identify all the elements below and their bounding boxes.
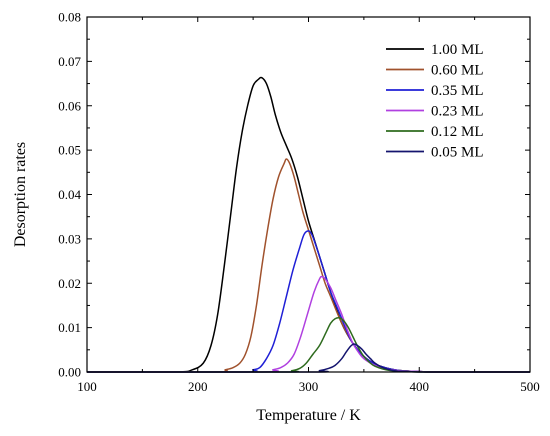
series-layer <box>87 76 530 373</box>
legend-label: 0.35 ML <box>431 83 484 99</box>
legend-label: 0.05 ML <box>431 145 484 161</box>
y-tick-label: 0.00 <box>58 365 81 380</box>
legend-label: 1.00 ML <box>431 42 484 58</box>
legend: 1.00 ML 0.60 ML 0.35 ML 0.23 ML 0.12 ML 0.05 … <box>386 42 484 161</box>
y-tick-label: 0.07 <box>58 54 81 69</box>
x-axis-title: Temperature / K <box>256 407 361 424</box>
x-tick-label: 300 <box>299 379 319 394</box>
x-tick-label: 400 <box>410 379 430 394</box>
y-tick-label: 0.04 <box>58 187 81 202</box>
series-line <box>87 230 530 373</box>
legend-label: 0.12 ML <box>431 124 484 140</box>
legend-label: 0.23 ML <box>431 104 484 120</box>
series-line <box>87 158 530 373</box>
y-tick-label: 0.03 <box>58 231 81 246</box>
series-line <box>87 316 530 373</box>
legend-label: 0.60 ML <box>431 63 484 79</box>
x-tick-label: 200 <box>188 379 208 394</box>
ticks-layer: 100 200 300 400 500 0.00 0.01 0.02 0.03 0.04 0.05 0… <box>58 10 540 395</box>
series-line <box>87 76 530 373</box>
y-tick-label: 0.01 <box>58 320 81 335</box>
y-tick-label: 0.06 <box>58 98 81 113</box>
y-axis-title: Desorption rates <box>12 142 29 247</box>
series-line <box>87 275 530 373</box>
x-tick-label: 100 <box>77 379 97 394</box>
y-tick-label: 0.05 <box>58 143 81 158</box>
x-tick-label: 500 <box>520 379 540 394</box>
y-tick-label: 0.02 <box>58 276 81 291</box>
y-tick-label: 0.08 <box>58 10 81 25</box>
